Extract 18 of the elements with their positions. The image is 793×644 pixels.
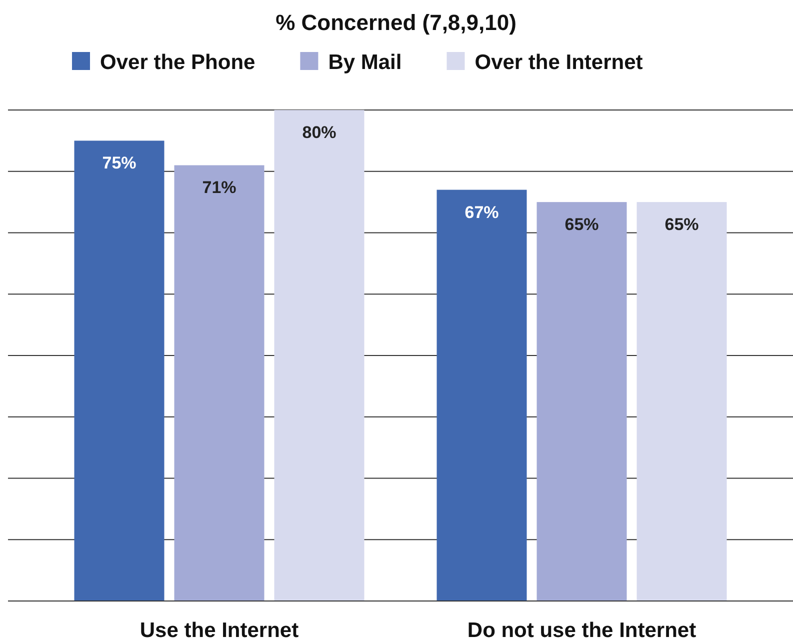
data-label: 80% xyxy=(302,123,336,142)
chart-title: % Concerned (7,8,9,10) xyxy=(276,10,516,35)
x-tick-label: Use the Internet xyxy=(140,619,299,642)
bar xyxy=(74,140,164,601)
data-label: 67% xyxy=(464,202,499,222)
bar xyxy=(436,190,527,601)
bar xyxy=(274,110,364,601)
legend-label: Over the Internet xyxy=(474,51,643,74)
bar xyxy=(174,165,264,601)
data-label: 75% xyxy=(102,154,136,173)
legend-label: Over the Phone xyxy=(100,51,256,74)
bar xyxy=(536,202,627,601)
data-label: 71% xyxy=(202,178,236,198)
legend-label: By Mail xyxy=(328,51,402,74)
bar xyxy=(636,202,727,601)
data-label: 65% xyxy=(564,215,599,234)
data-label: 65% xyxy=(664,215,699,234)
x-tick-label: Do not use the Internet xyxy=(467,619,696,642)
